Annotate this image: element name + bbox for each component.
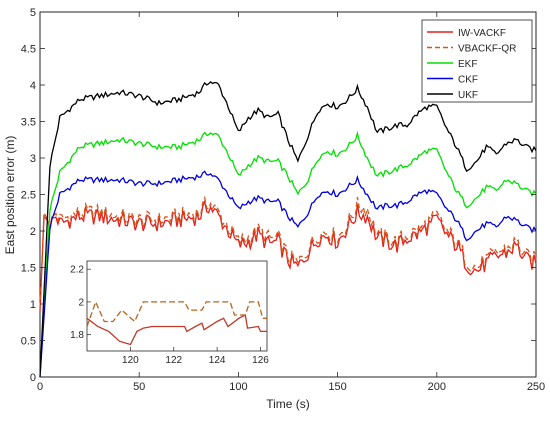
legend-label-vbackf-qr: VBACKF-QR xyxy=(458,44,516,55)
inset-chart: 120 122 124 126 1.8 2 2.2 xyxy=(70,260,269,366)
y-tick-label: 4.5 xyxy=(21,44,36,56)
x-tick-label: 200 xyxy=(428,381,446,393)
y-tick-label: 0 xyxy=(30,372,36,384)
y-tick-label: 2.5 xyxy=(21,190,36,202)
y-tick-label: 5 xyxy=(30,7,36,19)
y-axis-title: East position error (m) xyxy=(3,136,17,255)
y-tick-label: 1 xyxy=(30,299,36,311)
y-tick-label: 3.5 xyxy=(21,117,36,129)
x-tick-label: 0 xyxy=(37,381,43,393)
inset-series-line-1 xyxy=(86,300,267,327)
inset-x-tick-label: 122 xyxy=(165,355,182,366)
inset-y-tick-label: 2 xyxy=(78,297,84,308)
y-tick-label: 1.5 xyxy=(21,263,36,275)
inset-y-tick-label: 1.8 xyxy=(70,330,84,341)
series-line-ekf xyxy=(39,130,537,378)
inset-x-tick-label: 124 xyxy=(209,355,226,366)
inset-plot-area xyxy=(86,260,268,352)
inset-series-group xyxy=(86,300,267,346)
y-tick-label: 0.5 xyxy=(21,336,36,348)
series-line-vbackf-qr xyxy=(39,195,537,308)
legend-label-ukf: UKF xyxy=(458,90,478,101)
y-tick-label: 3 xyxy=(30,153,36,165)
inset-series-line-0 xyxy=(86,314,267,346)
inset-y-tick-label: 2.2 xyxy=(70,265,84,276)
legend-label-ckf: CKF xyxy=(458,75,478,86)
series-line-ckf xyxy=(39,170,537,378)
x-tick-label: 50 xyxy=(133,381,145,393)
main-series-group xyxy=(39,81,537,378)
inset-x-tick-label: 120 xyxy=(122,355,139,366)
main-axes-ticks: 0 50 100 150 200 250 0 0.5 1 1.5 2 2.5 3 3.5 4 4.5 5 xyxy=(21,7,545,393)
inset-x-tick-label: 126 xyxy=(252,355,269,366)
inset-axes-ticks: 120 122 124 126 1.8 2 2.2 xyxy=(70,265,269,366)
legend-box xyxy=(421,19,533,103)
series-line-iw-vackf xyxy=(39,199,537,312)
legend-label-ekf: EKF xyxy=(458,59,477,70)
y-tick-label: 2 xyxy=(30,226,36,238)
legend-label-iw-vackf: IW-VACKF xyxy=(458,28,506,39)
x-tick-label: 100 xyxy=(229,381,247,393)
x-axis-title: Time (s) xyxy=(266,397,310,411)
x-tick-label: 250 xyxy=(527,381,545,393)
y-tick-label: 4 xyxy=(30,80,36,92)
series-line-ukf xyxy=(39,81,537,378)
legend: IW-VACKF VBACKF-QR EKF CKF UKF xyxy=(421,19,533,103)
x-tick-label: 150 xyxy=(328,381,346,393)
